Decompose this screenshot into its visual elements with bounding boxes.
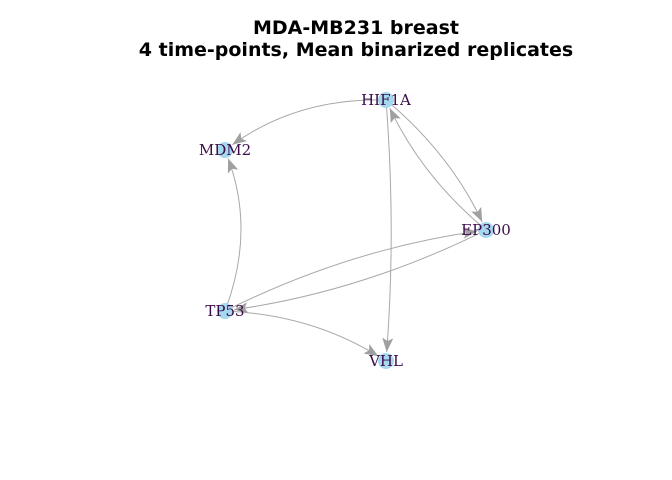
edge-ep300-to-hif1a [389, 107, 485, 230]
arrowhead-ep300-to-tp53 [233, 302, 249, 314]
chart-title-line-2: 4 time-points, Mean binarized replicates [138, 39, 574, 61]
node-label: HIF1A [361, 91, 411, 109]
edge-ep300-to-tp53 [233, 230, 485, 311]
node-circle [217, 142, 233, 158]
arrowhead-hif1a-to-vhl [382, 337, 394, 353]
edge-tp53-to-vhl [226, 310, 379, 357]
node-circle [378, 353, 394, 369]
node-hif1a: HIF1A [361, 91, 411, 109]
node-label: TP53 [205, 302, 244, 320]
node-circle [378, 92, 394, 108]
arrowhead-tp53-to-ep300 [462, 227, 478, 239]
node-label: MDM2 [199, 141, 251, 159]
arrowhead-hif1a-to-mdm2 [232, 132, 247, 145]
arrowhead-ep300-to-hif1a [389, 108, 401, 124]
edge-hif1a-to-ep300 [387, 100, 483, 223]
edge-hif1a-to-vhl [385, 101, 392, 353]
chart-title-line-1: MDA-MB231 breast [252, 17, 459, 39]
arrowhead-tp53-to-vhl [363, 344, 379, 357]
node-vhl: VHL [368, 352, 403, 370]
node-circle [478, 222, 494, 238]
node-tp53: TP53 [205, 302, 244, 320]
edge-layer [225, 99, 485, 357]
edge-tp53-to-mdm2 [225, 158, 242, 310]
node-label: EP300 [461, 221, 511, 239]
node-circle [217, 303, 233, 319]
edge-hif1a-to-mdm2 [232, 99, 385, 146]
node-mdm2: MDM2 [199, 141, 251, 159]
node-ep300: EP300 [461, 221, 511, 239]
node-label: VHL [368, 352, 403, 370]
arrowhead-tp53-to-mdm2 [227, 158, 239, 174]
arrowhead-hif1a-to-ep300 [471, 206, 483, 222]
edge-tp53-to-ep300 [226, 230, 478, 311]
node-layer: HIF1A MDM2 EP300 TP53 VHL [199, 91, 511, 370]
